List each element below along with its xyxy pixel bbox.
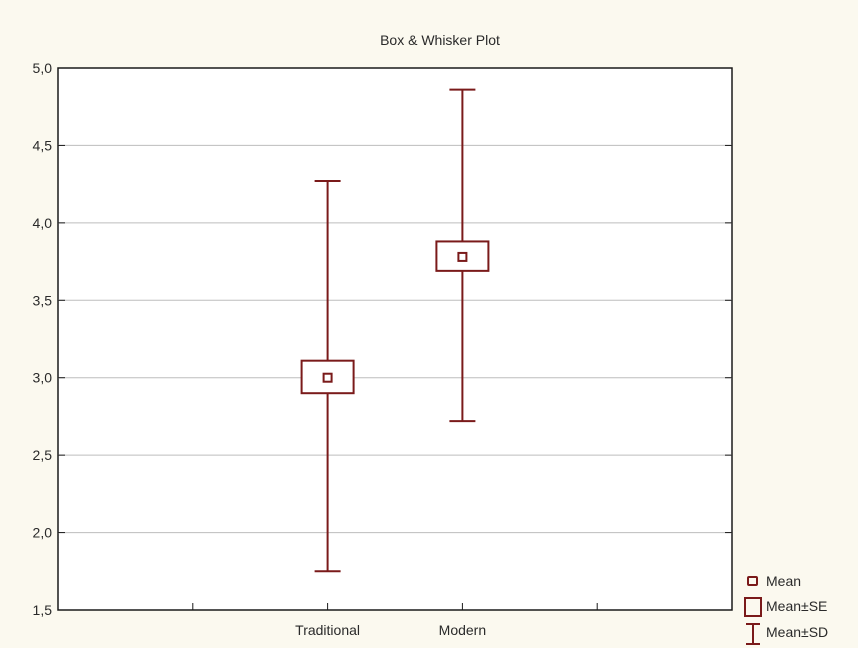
x-tick-label: Modern bbox=[439, 622, 486, 638]
legend-sd-symbol bbox=[746, 623, 760, 645]
grid-lines bbox=[58, 144, 732, 534]
box-marks bbox=[300, 88, 490, 573]
y-tick-label: 2,0 bbox=[33, 525, 53, 541]
chart-title: Box & Whisker Plot bbox=[380, 32, 500, 48]
y-tick-label: 2,5 bbox=[33, 447, 53, 463]
x-axis: Traditional Modern bbox=[192, 603, 598, 638]
y-tick-label: 4,0 bbox=[33, 215, 53, 231]
legend-mean-symbol bbox=[747, 576, 758, 586]
legend: Mean Mean±SE Mean±SD bbox=[744, 573, 828, 645]
box-group-modern bbox=[435, 88, 490, 423]
y-tick-label: 4,5 bbox=[33, 137, 53, 153]
mean-marker bbox=[457, 251, 468, 262]
legend-item-sd: Mean±SD bbox=[746, 623, 828, 645]
plot-area bbox=[57, 67, 733, 611]
y-tick-label: 3,5 bbox=[33, 292, 53, 308]
legend-sd-label: Mean±SD bbox=[766, 624, 828, 640]
y-tick-label: 3,0 bbox=[33, 370, 53, 386]
legend-se-symbol bbox=[744, 597, 762, 617]
box-group-traditional bbox=[300, 180, 355, 573]
legend-mean-label: Mean bbox=[766, 573, 801, 589]
legend-item-se: Mean±SE bbox=[744, 597, 827, 617]
y-tick-label: 1,5 bbox=[33, 602, 53, 618]
mean-marker bbox=[322, 372, 333, 383]
y-axis: 1,5 2,0 2,5 3,0 3,5 4,0 4,5 5,0 bbox=[33, 60, 732, 618]
legend-item-mean: Mean bbox=[747, 573, 801, 589]
y-tick-label: 5,0 bbox=[33, 60, 53, 76]
x-tick-label: Traditional bbox=[295, 622, 360, 638]
legend-se-label: Mean±SE bbox=[766, 598, 827, 614]
